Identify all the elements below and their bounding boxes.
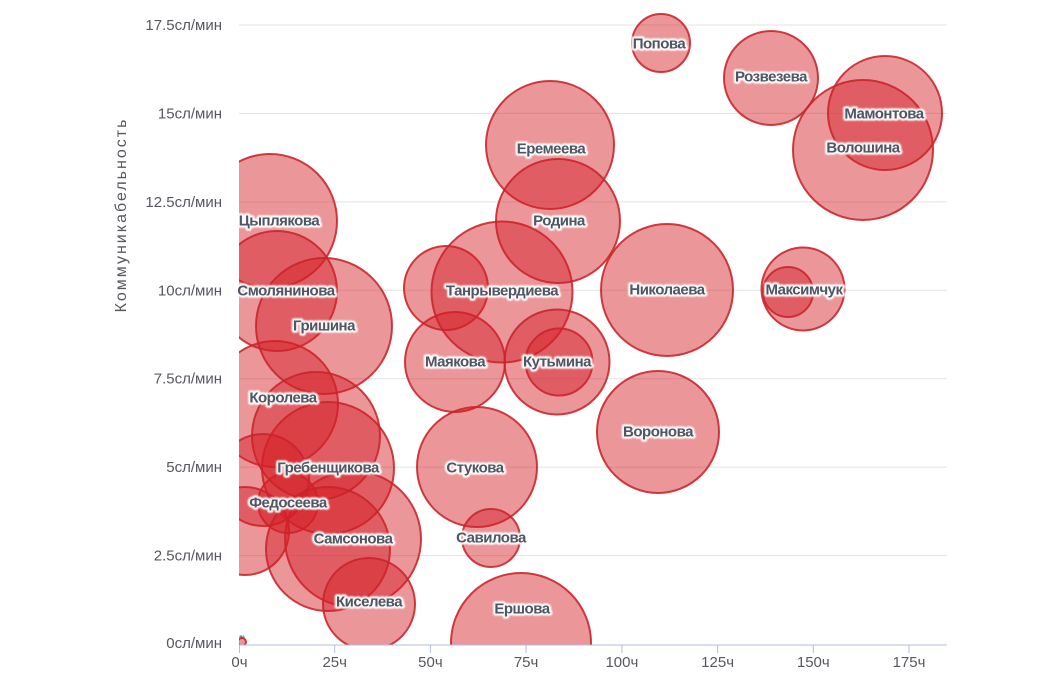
svg-text:Гребенщикова: Гребенщикова (277, 460, 380, 477)
svg-text:Розвезева: Розвезева (735, 69, 808, 86)
svg-text:Королева: Королева (249, 390, 317, 407)
svg-text:Николаева: Николаева (629, 282, 705, 299)
svg-text:ва: ва (239, 634, 245, 639)
svg-text:Киселева: Киселева (336, 594, 403, 611)
svg-text:Коммуникабельность: Коммуникабельность (113, 118, 130, 313)
svg-text:17.5сл/мин: 17.5сл/мин (145, 17, 222, 34)
svg-text:Киселева: Киселева (336, 594, 403, 611)
svg-text:Николаева: Николаева (629, 282, 705, 299)
svg-text:Самсонова: Самсонова (314, 531, 394, 548)
svg-text:Маякова: Маякова (425, 354, 486, 371)
svg-text:50ч: 50ч (418, 654, 443, 671)
svg-text:Кутьмина: Кутьмина (523, 354, 592, 371)
svg-text:175ч: 175ч (893, 654, 926, 671)
svg-text:Волошина: Волошина (826, 140, 900, 157)
svg-text:Гребенщикова: Гребенщикова (277, 460, 380, 477)
svg-text:Маякова: Маякова (425, 354, 486, 371)
svg-text:Стукова: Стукова (446, 460, 504, 477)
svg-text:Стукова: Стукова (446, 460, 504, 477)
svg-text:Родина: Родина (533, 213, 586, 230)
svg-text:Смолянинова: Смолянинова (237, 283, 335, 300)
svg-text:Ершова: Ершова (494, 601, 550, 618)
svg-text:5сл/мин: 5сл/мин (166, 459, 222, 476)
svg-text:Савилова: Савилова (456, 530, 527, 547)
svg-text:Гришина: Гришина (293, 318, 356, 335)
svg-text:Цыплякова: Цыплякова (239, 213, 321, 230)
svg-text:Воронова: Воронова (623, 424, 694, 441)
svg-text:Максимчук: Максимчук (765, 282, 843, 299)
svg-text:100ч: 100ч (605, 654, 638, 671)
svg-text:Попова: Попова (633, 36, 687, 53)
svg-text:12.5сл/мин: 12.5сл/мин (145, 194, 222, 211)
svg-text:Цыплякова: Цыплякова (239, 213, 321, 230)
svg-text:125ч: 125ч (701, 654, 734, 671)
svg-text:15сл/мин: 15сл/мин (158, 105, 222, 122)
svg-text:2.5сл/мин: 2.5сл/мин (154, 548, 222, 565)
svg-text:150ч: 150ч (797, 654, 830, 671)
svg-text:Попова: Попова (633, 36, 687, 53)
svg-text:Ершова: Ершова (494, 601, 550, 618)
svg-text:Гришина: Гришина (293, 318, 356, 335)
svg-text:Самсонова: Самсонова (314, 531, 394, 548)
svg-text:25ч: 25ч (322, 654, 347, 671)
svg-text:Федосеева: Федосеева (249, 495, 328, 512)
svg-text:0сл/мин: 0сл/мин (166, 635, 222, 652)
svg-text:0ч: 0ч (231, 654, 247, 671)
svg-text:Танрывердиева: Танрывердиева (446, 283, 559, 300)
svg-text:Мамонтова: Мамонтова (844, 106, 924, 123)
svg-text:Кутьмина: Кутьмина (523, 354, 592, 371)
svg-text:10сл/мин: 10сл/мин (158, 282, 222, 299)
svg-text:Еремеева: Еремеева (517, 141, 587, 158)
svg-text:Розвезева: Розвезева (735, 69, 808, 86)
svg-text:75ч: 75ч (514, 654, 539, 671)
svg-text:Волошина: Волошина (826, 140, 900, 157)
svg-text:Максимчук: Максимчук (765, 282, 843, 299)
svg-text:Федосеева: Федосеева (249, 495, 328, 512)
svg-text:Танрывердиева: Танрывердиева (446, 283, 559, 300)
svg-text:Савилова: Савилова (456, 530, 527, 547)
svg-text:7.5сл/мин: 7.5сл/мин (154, 371, 222, 388)
svg-text:Еремеева: Еремеева (517, 141, 587, 158)
svg-text:Мамонтова: Мамонтова (844, 106, 924, 123)
svg-text:Родина: Родина (533, 213, 586, 230)
svg-text:Королева: Королева (249, 390, 317, 407)
svg-text:Смолянинова: Смолянинова (237, 283, 335, 300)
svg-text:Воронова: Воронова (623, 424, 694, 441)
